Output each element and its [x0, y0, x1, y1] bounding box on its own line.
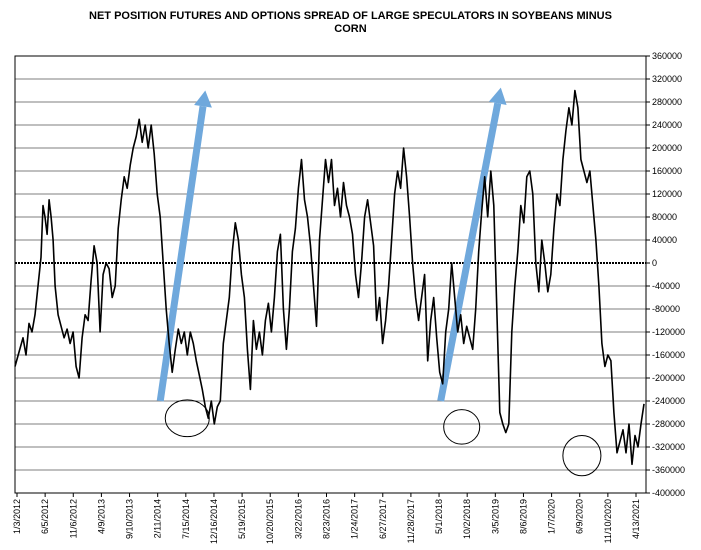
x-tick-label: 11/6/2012 [68, 499, 78, 538]
trend-arrow-head [488, 87, 507, 105]
line-layer [14, 89, 645, 466]
y-tick-label: 280000 [652, 97, 682, 107]
x-tick-label: 4/9/2013 [96, 499, 106, 534]
x-tick-labels: 1/3/2012 6/5/2012 11/6/2012 4/9/2013 9/10/20… [12, 499, 641, 544]
trend-arrow-shaft [437, 102, 502, 402]
x-tick-label: 1/7/2020 [547, 499, 557, 534]
highlight-circle [443, 409, 481, 445]
circle-layer [164, 399, 602, 477]
x-tick-label: 10/2/2018 [462, 499, 472, 539]
x-tick-label: 1/3/2012 [12, 499, 22, 534]
y-tick-label: -320000 [652, 442, 685, 452]
highlight-circle [164, 399, 210, 438]
x-tick-label: 10/20/2015 [265, 499, 275, 544]
trend-arrow-head [194, 90, 212, 108]
chart-title-line-2: CORN [334, 23, 367, 35]
y-tick-label: 0 [652, 258, 657, 268]
y-tick-label: -80000 [652, 304, 680, 314]
y-tick-label: 360000 [652, 51, 682, 61]
y-tick-label: -360000 [652, 465, 685, 475]
y-tick-label: -120000 [652, 327, 685, 337]
x-tick-label: 8/6/2019 [518, 499, 528, 534]
x-tick-label: 11/10/2020 [603, 499, 613, 543]
y-tick-label: 320000 [652, 74, 682, 84]
y-tick-label: -400000 [652, 488, 685, 498]
y-tick-label: -280000 [652, 419, 685, 429]
grid-layer [14, 55, 650, 497]
x-tick-label: 4/13/2021 [631, 499, 641, 539]
y-tick-label: 120000 [652, 189, 682, 199]
series-line [14, 89, 645, 466]
y-tick-label: 160000 [652, 166, 682, 176]
y-tick-label: 240000 [652, 120, 682, 130]
y-tick-label: -200000 [652, 373, 685, 383]
trend-arrow-shaft [156, 105, 207, 402]
chart-title: NET POSITION FUTURES AND OPTIONS SPREAD … [0, 10, 701, 36]
chart-title-line-1: NET POSITION FUTURES AND OPTIONS SPREAD … [89, 10, 612, 22]
x-tick-label: 6/27/2017 [378, 499, 388, 539]
y-tick-label: 40000 [652, 235, 677, 245]
x-tick-label: 3/22/2016 [293, 499, 303, 539]
x-tick-label: 1/24/2017 [350, 499, 360, 539]
y-tick-label: 200000 [652, 143, 682, 153]
y-tick-label: -40000 [652, 281, 680, 291]
y-tick-labels: 360000 320000 280000 240000 200000 160000 1200… [652, 51, 685, 498]
y-tick-label: -160000 [652, 350, 685, 360]
x-tick-label: 6/9/2020 [575, 499, 585, 534]
highlight-circle [562, 435, 602, 477]
x-tick-label: 9/10/2013 [125, 499, 135, 539]
x-tick-label: 5/19/2015 [237, 499, 247, 539]
x-tick-label: 5/1/2018 [434, 499, 444, 534]
x-tick-label: 6/5/2012 [40, 499, 50, 534]
arrow-layer [156, 87, 507, 402]
y-tick-label: 80000 [652, 212, 677, 222]
y-tick-label: -240000 [652, 396, 685, 406]
x-tick-label: 12/16/2014 [209, 499, 219, 544]
x-tick-label: 3/5/2019 [490, 499, 500, 534]
x-tick-label: 11/28/2017 [406, 499, 416, 543]
x-tick-label: 8/23/2016 [322, 499, 332, 539]
x-tick-label: 7/15/2014 [181, 499, 191, 539]
x-tick-label: 2/11/2014 [153, 499, 163, 538]
